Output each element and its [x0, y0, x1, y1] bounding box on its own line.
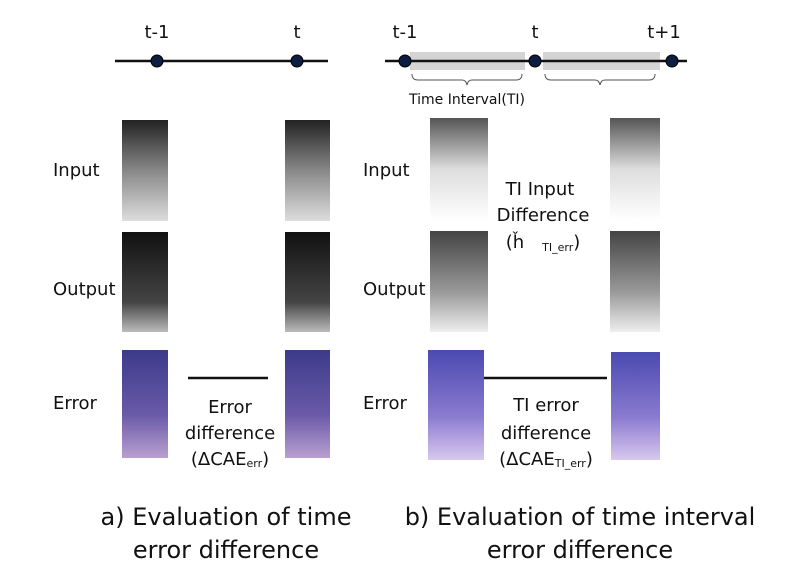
formula-part: )	[586, 449, 593, 470]
time-label: t-1	[392, 22, 417, 43]
time-label: t	[531, 22, 538, 43]
row-label: Output	[53, 279, 116, 300]
formula-part: )	[262, 449, 269, 470]
time-point	[398, 54, 412, 68]
row-label: Error	[53, 393, 97, 414]
difference-text: difference	[185, 423, 275, 444]
difference-text: Error	[208, 397, 252, 418]
difference-text: TI Input	[505, 179, 575, 200]
image	[122, 120, 168, 221]
image	[611, 352, 660, 460]
image	[610, 231, 660, 332]
image	[430, 231, 488, 332]
brace	[411, 73, 523, 86]
image	[122, 232, 168, 332]
caption: error difference	[133, 536, 319, 564]
image	[285, 120, 330, 221]
difference-text: difference	[501, 423, 591, 444]
image	[285, 350, 330, 458]
formula-part: )	[573, 232, 580, 253]
interval-label: Time Interval(TI)	[408, 92, 525, 108]
formula-part: (ΔCAE	[191, 449, 247, 470]
image	[610, 118, 660, 220]
difference-formula: (ȟ TI_err)	[506, 231, 581, 254]
image	[122, 350, 168, 458]
time-point	[528, 54, 542, 68]
time-point	[150, 54, 164, 68]
image	[285, 232, 330, 332]
formula-subscript: err	[246, 457, 262, 470]
brace	[544, 73, 656, 86]
time-point	[665, 54, 679, 68]
formula-part: (ΔCAE	[499, 449, 555, 470]
formula-part: (ȟ	[506, 231, 524, 253]
caption: error difference	[487, 536, 673, 564]
difference-formula: (ΔCAEerr)	[191, 449, 269, 470]
image	[430, 118, 488, 220]
caption: b) Evaluation of time interval	[405, 503, 756, 531]
row-label: Input	[363, 160, 410, 181]
row-label: Input	[53, 160, 100, 181]
difference-text: Difference	[497, 205, 590, 226]
difference-text: TI error	[512, 395, 579, 416]
time-label: t+1	[647, 22, 681, 43]
time-point	[290, 54, 304, 68]
formula-subscript: TI_err	[541, 241, 574, 254]
image	[428, 350, 484, 460]
difference-formula: (ΔCAETI_err)	[499, 449, 593, 470]
row-label: Output	[363, 279, 426, 300]
formula-subscript: TI_err	[554, 457, 587, 470]
time-label: t	[293, 22, 300, 43]
caption: a) Evaluation of time	[101, 503, 352, 531]
row-label: Error	[363, 393, 407, 414]
time-label: t-1	[144, 22, 169, 43]
